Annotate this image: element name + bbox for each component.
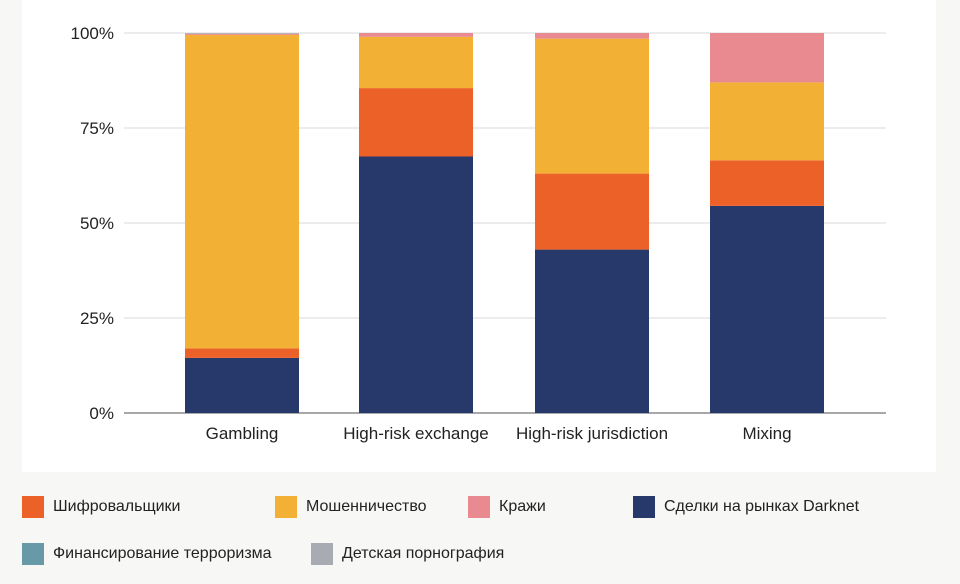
x-tick-label: Gambling bbox=[206, 424, 279, 443]
x-axis-tick-labels: Gambling High-risk exchange High-risk juri… bbox=[206, 424, 792, 443]
y-tick-label: 50% bbox=[80, 214, 114, 233]
legend-item: Финансирование терроризма bbox=[22, 543, 272, 565]
y-tick-label: 100% bbox=[71, 24, 114, 43]
bar-segment bbox=[535, 249, 649, 413]
bar-segment bbox=[710, 160, 824, 206]
bars bbox=[185, 33, 824, 413]
legend-item: Сделки на рынках Darknet bbox=[633, 496, 859, 518]
legend-label: Шифровальщики bbox=[53, 498, 181, 515]
y-tick-label: 75% bbox=[80, 119, 114, 138]
y-tick-label: 25% bbox=[80, 309, 114, 328]
bar-segment bbox=[535, 33, 649, 39]
y-tick-label: 0% bbox=[89, 404, 114, 423]
bar-segment bbox=[185, 348, 299, 358]
legend-swatch bbox=[633, 496, 655, 518]
x-tick-label: Mixing bbox=[742, 424, 791, 443]
stacked-bar-chart: 0% 25% 50% 75% 100% Gambling High-risk exchan… bbox=[71, 24, 886, 443]
legend-label: Кражи bbox=[499, 498, 546, 515]
bar-segment bbox=[185, 33, 299, 35]
legend-swatch bbox=[22, 496, 44, 518]
legend-item: Мошенничество bbox=[275, 496, 427, 518]
bar-segment bbox=[359, 156, 473, 413]
bar-segment bbox=[359, 33, 473, 37]
bar-segment bbox=[359, 36, 473, 89]
legend-item: Кражи bbox=[468, 496, 546, 518]
legend-label: Сделки на рынках Darknet bbox=[664, 498, 860, 515]
bar-segment bbox=[710, 82, 824, 161]
legend-swatch bbox=[311, 543, 333, 565]
bar-segment bbox=[710, 205, 824, 413]
legend-label: Детская порнография bbox=[342, 545, 505, 562]
legend: Шифровальщики Мошенничество Кражи Сделки… bbox=[22, 488, 942, 578]
bar-segment bbox=[185, 34, 299, 349]
bar-segment bbox=[535, 38, 649, 174]
legend-item: Детская порнография bbox=[311, 543, 504, 565]
bar-segment bbox=[359, 88, 473, 157]
legend-swatch bbox=[275, 496, 297, 518]
legend-swatch bbox=[468, 496, 490, 518]
legend-swatch bbox=[22, 543, 44, 565]
bar-segment bbox=[535, 173, 649, 250]
bar-segment bbox=[185, 357, 299, 413]
legend-label: Мошенничество bbox=[306, 498, 427, 515]
legend-label: Финансирование терроризма bbox=[53, 545, 272, 562]
x-tick-label: High-risk exchange bbox=[343, 424, 489, 443]
legend-item: Шифровальщики bbox=[22, 496, 181, 518]
bar-segment bbox=[185, 33, 299, 34]
x-tick-label: High-risk jurisdiction bbox=[516, 424, 668, 443]
bar-segment bbox=[710, 33, 824, 83]
plot-panel: 0% 25% 50% 75% 100% Gambling High-risk exchan… bbox=[22, 0, 936, 472]
y-axis-tick-labels: 0% 25% 50% 75% 100% bbox=[71, 24, 114, 423]
